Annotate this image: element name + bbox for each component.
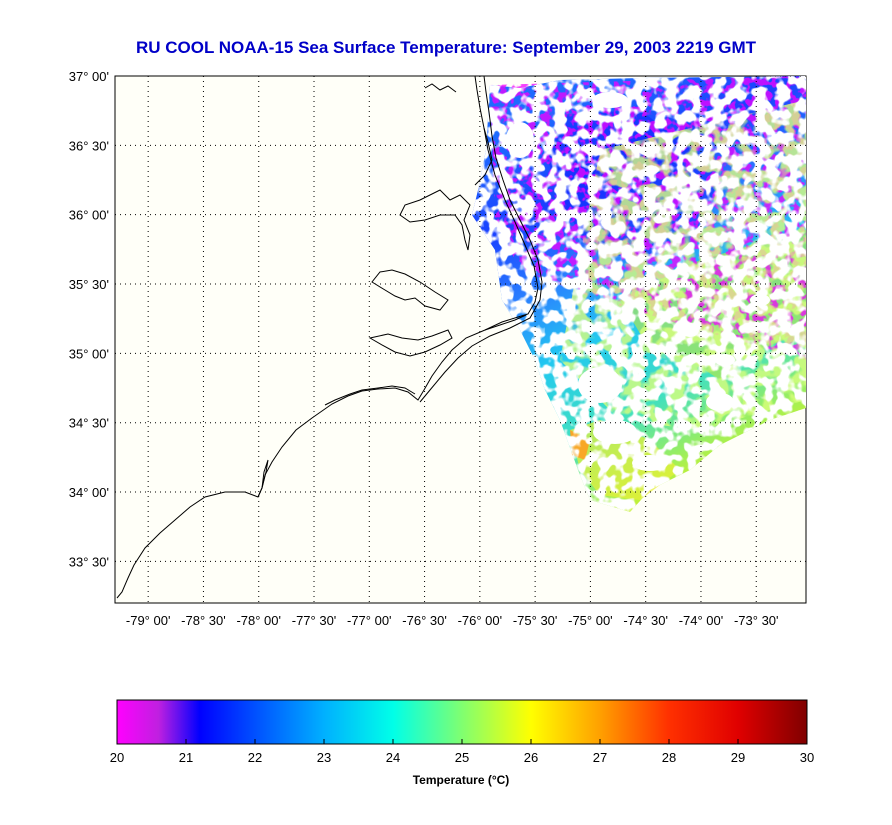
lon-tick-label: -76° 30' <box>402 613 447 628</box>
colorbar: 20 21 22 23 24 25 26 27 28 29 30 Temperature (°C) <box>110 699 814 787</box>
coastline-cape-fear <box>257 459 269 498</box>
coastline <box>116 76 543 599</box>
coastline-mainland <box>116 76 539 599</box>
colorbar-tick-label: 30 <box>800 750 814 765</box>
graticule <box>115 76 806 603</box>
lat-tick-label: 33° 30' <box>69 554 109 569</box>
coastline-hatteras <box>484 314 527 331</box>
longitude-labels: -79° 00' -78° 30' -78° 00' -77° 30' -77° 00'… <box>126 613 779 628</box>
lon-tick-label: -74° 00' <box>679 613 724 628</box>
lat-tick-label: 37° 00' <box>69 69 109 84</box>
colorbar-label: Temperature (°C) <box>413 773 510 787</box>
lon-tick-label: -79° 00' <box>126 613 171 628</box>
lat-tick-label: 34° 30' <box>69 416 109 431</box>
colorbar-fill <box>116 699 808 745</box>
coastline-sounds <box>399 189 471 251</box>
lon-tick-label: -78° 30' <box>181 613 226 628</box>
colorbar-tick-label: 26 <box>524 750 538 765</box>
lon-tick-label: -73° 30' <box>734 613 779 628</box>
coastline-pamlico <box>371 269 449 311</box>
colorbar-tick-label: 27 <box>593 750 607 765</box>
coastline-outer-banks <box>419 76 543 403</box>
lat-tick-label: 36° 00' <box>69 208 109 223</box>
lat-tick-label: 34° 00' <box>69 485 109 500</box>
cloud-patches <box>506 92 770 471</box>
lat-tick-label: 35° 30' <box>69 277 109 292</box>
lon-tick-label: -74° 30' <box>623 613 668 628</box>
colorbar-tick-label: 24 <box>386 750 400 765</box>
coastline-delmarva <box>424 83 457 93</box>
lat-tick-label: 35° 00' <box>69 346 109 361</box>
sst-swath <box>472 76 806 512</box>
coastline-albemarle <box>474 127 493 186</box>
coastline-neuse <box>368 329 453 357</box>
colorbar-tick-label: 22 <box>248 750 262 765</box>
lat-tick-label: 36° 30' <box>69 138 109 153</box>
colorbar-tick-label: 25 <box>455 750 469 765</box>
colorbar-tick-label: 20 <box>110 750 124 765</box>
coastline-lookout <box>324 385 416 406</box>
lon-tick-label: -78° 00' <box>236 613 281 628</box>
colorbar-ticks: 20 21 22 23 24 25 26 27 28 29 30 <box>110 739 814 765</box>
lon-tick-label: -75° 30' <box>513 613 558 628</box>
colorbar-tick-label: 21 <box>179 750 193 765</box>
colorbar-tick-label: 23 <box>317 750 331 765</box>
colorbar-tick-label: 28 <box>662 750 676 765</box>
lon-tick-label: -77° 00' <box>347 613 392 628</box>
latitude-labels: 37° 00' 36° 30' 36° 00' 35° 30' 35° 00' 34° 3… <box>69 69 109 569</box>
map-title: RU COOL NOAA-15 Sea Surface Temperature:… <box>135 38 757 57</box>
lon-tick-label: -76° 00' <box>458 613 503 628</box>
colorbar-tick-label: 29 <box>731 750 745 765</box>
lon-tick-label: -77° 30' <box>292 613 337 628</box>
lon-tick-label: -75° 00' <box>568 613 613 628</box>
